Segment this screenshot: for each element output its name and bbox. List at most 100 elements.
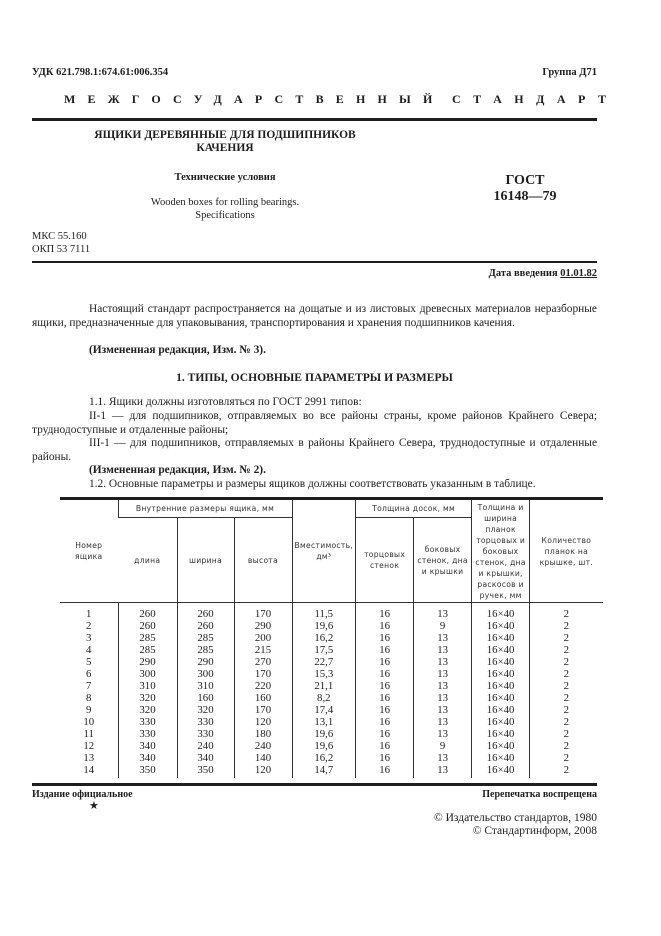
- cell-slat-count: 2: [529, 764, 603, 778]
- cell-width: 330: [176, 728, 234, 740]
- copyright-2008: © Стандартинформ, 2008: [472, 825, 597, 837]
- table-row: 13 340 340 140 16,2 16 13 16×40 2: [60, 752, 603, 764]
- header-slat-count: Количество планок на крышке, шт.: [529, 498, 603, 603]
- cell-height: 170: [233, 668, 292, 680]
- cell-capacity: 15,3: [291, 668, 356, 680]
- cell-slat-count: 2: [529, 716, 603, 728]
- box-parameters-table: Номер ящика Внутренние размеры ящика, мм…: [60, 497, 603, 778]
- document-subtitle: Технические условия: [174, 172, 276, 183]
- cell-slat-size: 16×40: [471, 602, 530, 620]
- group-code: Группа Д71: [542, 67, 597, 78]
- cell-box-number: 7: [86, 680, 92, 692]
- date-label: Дата введения: [488, 268, 558, 279]
- cell-width: 160: [176, 692, 234, 704]
- cell-length: 310: [117, 680, 177, 692]
- cell-height: 120: [233, 716, 292, 728]
- cell-length: 320: [117, 692, 177, 704]
- cell-width: 340: [176, 752, 234, 764]
- cell-slat-count: 2: [529, 632, 603, 644]
- cell-length: 285: [117, 632, 177, 644]
- header-box-number: Номер ящика: [60, 498, 118, 603]
- cell-side-wall: 9: [413, 740, 472, 752]
- cell-slat-size: 16×40: [471, 752, 530, 764]
- cell-capacity: 16,2: [291, 632, 356, 644]
- cell-end-wall: 16: [355, 764, 414, 778]
- cell-end-wall: 16: [355, 602, 414, 620]
- cell-height: 160: [233, 692, 292, 704]
- cell-slat-count: 2: [529, 740, 603, 752]
- cell-length: 350: [117, 764, 177, 778]
- cell-height: 120: [233, 764, 292, 778]
- header-slat-size: Толщина и ширина планок торцовых и боков…: [471, 498, 530, 603]
- cell-end-wall: 16: [355, 644, 414, 656]
- cell-width: 320: [176, 704, 234, 716]
- cell-width: 260: [176, 620, 234, 632]
- cell-capacity: 11,5: [291, 602, 356, 620]
- cell-height: 270: [233, 656, 292, 668]
- cell-slat-size: 16×40: [471, 692, 530, 704]
- table-row: 9 320 320 170 17,4 16 13 16×40 2: [60, 704, 603, 716]
- cell-side-wall: 13: [413, 716, 472, 728]
- reprint-notice: Перепечатка воспрещена: [482, 789, 597, 800]
- cell-end-wall: 16: [355, 716, 414, 728]
- cell-length: 340: [117, 740, 177, 752]
- cell-width: 285: [176, 632, 234, 644]
- cell-height: 140: [233, 752, 292, 764]
- cell-slat-size: 16×40: [471, 764, 530, 778]
- cell-side-wall: 13: [413, 656, 472, 668]
- cell-box-number: 11: [83, 728, 94, 740]
- cell-slat-count: 2: [529, 656, 603, 668]
- table-row: 12 340 240 240 19,6 16 9 16×40 2: [60, 740, 603, 752]
- cell-end-wall: 16: [355, 752, 414, 764]
- section-heading: 1. ТИПЫ, ОСНОВНЫЕ ПАРАМЕТРЫ И РАЗМЕРЫ: [176, 371, 453, 384]
- paragraph-type-iii: III-1 — для подшипников, отправляемых в …: [32, 437, 597, 463]
- cell-end-wall: 16: [355, 632, 414, 644]
- official-edition: Издание официальное: [32, 789, 133, 800]
- cell-side-wall: 13: [413, 692, 472, 704]
- cell-height: 170: [233, 704, 292, 716]
- cell-length: 320: [117, 704, 177, 716]
- cell-box-number: 2: [86, 620, 92, 632]
- cell-slat-count: 2: [529, 704, 603, 716]
- cell-slat-size: 16×40: [471, 644, 530, 656]
- cell-side-wall: 13: [413, 704, 472, 716]
- cell-end-wall: 16: [355, 656, 414, 668]
- standard-type-left: МЕЖГОСУДАРСТВЕННЫЙ: [64, 92, 445, 106]
- amendment-note-2: (Измененная редакция, Изм. № 2).: [89, 464, 266, 476]
- copyright-block: © Издательство стандартов, 1980 © Станда…: [434, 812, 597, 838]
- top-rule: [32, 118, 597, 121]
- cell-slat-size: 16×40: [471, 632, 530, 644]
- cell-width: 350: [176, 764, 234, 778]
- cell-capacity: 13,1: [291, 716, 356, 728]
- date-value: 01.01.82: [560, 268, 597, 279]
- cell-side-wall: 13: [413, 764, 472, 778]
- cell-end-wall: 16: [355, 692, 414, 704]
- header-rule: [32, 261, 597, 263]
- copyright-1980: © Издательство стандартов, 1980: [433, 812, 597, 824]
- cell-height: 240: [233, 740, 292, 752]
- cell-height: 200: [233, 632, 292, 644]
- cell-width: 290: [176, 656, 234, 668]
- table-row: 2 260 260 290 19,6 16 9 16×40 2: [60, 620, 603, 632]
- cell-end-wall: 16: [355, 704, 414, 716]
- cell-height: 170: [233, 602, 292, 620]
- cell-length: 285: [117, 644, 177, 656]
- cell-capacity: 19,6: [291, 620, 356, 632]
- cell-slat-size: 16×40: [471, 620, 530, 632]
- cell-slat-size: 16×40: [471, 680, 530, 692]
- title-line-1: ЯЩИКИ ДЕРЕВЯННЫЕ ДЛЯ ПОДШИПНИКОВ: [94, 129, 356, 141]
- table-row: 6 300 300 170 15,3 16 13 16×40 2: [60, 668, 603, 680]
- document-title: ЯЩИКИ ДЕРЕВЯННЫЕ ДЛЯ ПОДШИПНИКОВ КАЧЕНИЯ: [80, 129, 370, 155]
- cell-end-wall: 16: [355, 620, 414, 632]
- table-row: 5 290 290 270 22,7 16 13 16×40 2: [60, 656, 603, 668]
- cell-capacity: 14,7: [291, 764, 356, 778]
- table-row: 7 310 310 220 21,1 16 13 16×40 2: [60, 680, 603, 692]
- paragraph-type-ii: II-1 — для подшипников, отправляемых во …: [32, 410, 597, 436]
- cell-slat-size: 16×40: [471, 728, 530, 740]
- cell-slat-count: 2: [529, 602, 603, 620]
- cell-width: 330: [176, 716, 234, 728]
- cell-capacity: 21,1: [291, 680, 356, 692]
- cell-slat-size: 16×40: [471, 656, 530, 668]
- cell-slat-count: 2: [529, 668, 603, 680]
- cell-slat-count: 2: [529, 728, 603, 740]
